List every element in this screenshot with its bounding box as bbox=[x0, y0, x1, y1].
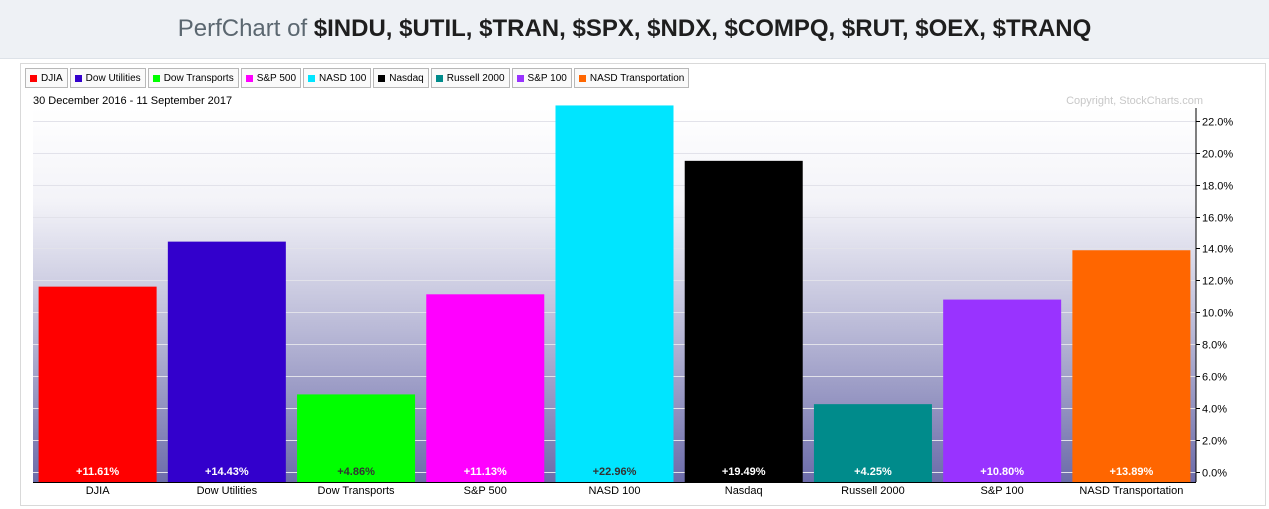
bar bbox=[297, 394, 416, 482]
bar bbox=[1072, 250, 1191, 482]
legend-item[interactable]: Nasdaq bbox=[373, 68, 429, 88]
y-tick-label: 10.0% bbox=[1202, 308, 1233, 320]
bar-value-label: +4.86% bbox=[337, 466, 375, 478]
title-prefix: PerfChart of bbox=[177, 15, 314, 42]
x-tick-label: Dow Utilities bbox=[197, 485, 258, 497]
copyright: Copyright, StockCharts.com bbox=[1066, 95, 1203, 107]
y-tick-label: 20.0% bbox=[1202, 149, 1233, 161]
legend-item[interactable]: NASD Transportation bbox=[573, 68, 690, 88]
bar bbox=[38, 286, 157, 482]
y-tick-label: 6.0% bbox=[1202, 372, 1227, 384]
y-tick-label: 18.0% bbox=[1202, 181, 1233, 193]
title-symbols: $INDU, $UTIL, $TRAN, $SPX, $NDX, $COMPQ,… bbox=[313, 15, 1092, 42]
legend-swatch bbox=[378, 74, 386, 82]
legend-item[interactable]: S&P 100 bbox=[511, 68, 572, 88]
legend-item[interactable]: NASD 100 bbox=[303, 68, 372, 88]
bar-value-label: +11.61% bbox=[76, 466, 119, 478]
page-header: PerfChart of $INDU, $UTIL, $TRAN, $SPX, … bbox=[0, 0, 1269, 59]
legend-swatch bbox=[516, 74, 524, 82]
legend-item[interactable]: Russell 2000 bbox=[430, 68, 510, 88]
bar bbox=[813, 404, 932, 482]
x-tick-label: DJIA bbox=[86, 485, 111, 497]
y-tick-label: 2.0% bbox=[1202, 436, 1227, 448]
date-range: 30 December 2016 - 11 September 2017 bbox=[33, 95, 232, 107]
legend-swatch bbox=[308, 74, 316, 82]
legend-label: DJIA bbox=[41, 72, 63, 84]
legend-swatch bbox=[74, 74, 82, 82]
legend-label: Dow Utilities bbox=[85, 72, 141, 84]
x-tick-label: S&P 500 bbox=[464, 485, 507, 497]
x-tick-label: NASD Transportation bbox=[1079, 485, 1183, 497]
bar-value-label: +19.49% bbox=[722, 466, 766, 478]
y-tick-label: 16.0% bbox=[1202, 213, 1233, 225]
chart-legend: DJIA Dow Utilities Dow Transports S&P 500 NA… bbox=[25, 68, 691, 88]
bar-value-label: +22.96% bbox=[593, 466, 637, 478]
y-tick-label: 8.0% bbox=[1202, 340, 1227, 352]
legend-item[interactable]: Dow Transports bbox=[147, 68, 239, 88]
bars: +11.61% +14.43% +4.86% +11.13% +22.96% +19.49… bbox=[38, 105, 1191, 482]
x-tick-label: S&P 100 bbox=[981, 485, 1024, 497]
page-title: PerfChart of $INDU, $UTIL, $TRAN, $SPX, … bbox=[0, 0, 1269, 58]
legend-swatch bbox=[578, 74, 586, 82]
legend-label: NASD Transportation bbox=[589, 72, 685, 84]
legend-item[interactable]: Dow Utilities bbox=[69, 68, 146, 88]
bar-value-label: +14.43% bbox=[205, 466, 249, 478]
legend-swatch bbox=[435, 74, 443, 82]
bar-value-label: +4.25% bbox=[854, 466, 892, 478]
legend-label: Russell 2000 bbox=[446, 72, 505, 84]
y-axis: 0.0% 2.0% 4.0% 6.0% 8.0% 10.0% 12.0% 14.0% 16.0%… bbox=[33, 108, 1233, 483]
bar bbox=[943, 299, 1062, 482]
legend-item[interactable]: DJIA bbox=[25, 68, 68, 88]
bar-value-label: +11.13% bbox=[464, 466, 507, 478]
bar bbox=[684, 160, 803, 482]
legend-label: Nasdaq bbox=[389, 72, 424, 84]
legend-label: NASD 100 bbox=[319, 72, 367, 84]
legend-swatch bbox=[152, 74, 160, 82]
legend-item[interactable]: S&P 500 bbox=[240, 68, 302, 88]
bar bbox=[555, 105, 674, 482]
bar-value-label: +10.80% bbox=[980, 466, 1024, 478]
bar bbox=[426, 294, 545, 482]
x-tick-label: Dow Transports bbox=[318, 485, 396, 497]
legend-label: Dow Transports bbox=[163, 72, 234, 84]
y-tick-label: 22.0% bbox=[1202, 117, 1233, 129]
x-tick-label: Russell 2000 bbox=[841, 485, 905, 497]
legend-swatch bbox=[30, 74, 37, 82]
y-tick-label: 0.0% bbox=[1202, 468, 1227, 480]
bar-value-label: +13.89% bbox=[1110, 466, 1154, 478]
x-tick-label: Nasdaq bbox=[725, 485, 763, 497]
x-tick-label: NASD 100 bbox=[589, 485, 641, 497]
legend-label: S&P 100 bbox=[527, 72, 567, 84]
x-axis: DJIA Dow Utilities Dow Transports S&P 500 NA… bbox=[86, 485, 1184, 497]
legend-label: S&P 500 bbox=[256, 72, 297, 84]
legend-swatch bbox=[245, 74, 253, 82]
bar bbox=[167, 241, 286, 482]
y-tick-label: 14.0% bbox=[1202, 244, 1233, 256]
y-tick-label: 12.0% bbox=[1202, 276, 1233, 288]
y-tick-label: 4.0% bbox=[1202, 404, 1227, 416]
